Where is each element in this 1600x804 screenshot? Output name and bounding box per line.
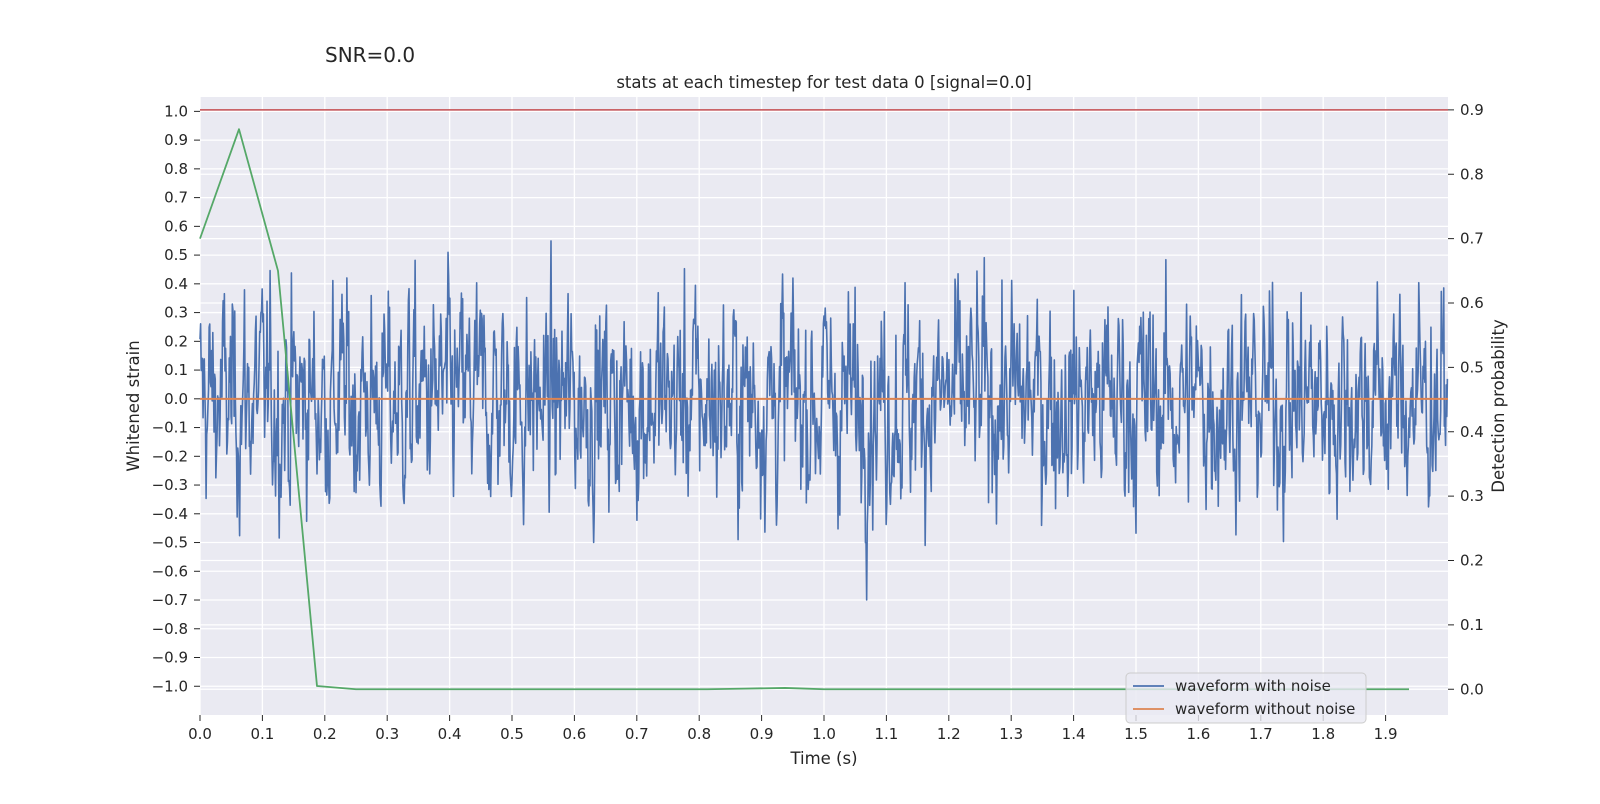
chart-title: stats at each timestep for test data 0 […	[616, 73, 1031, 92]
x-axis-label: Time (s)	[789, 749, 857, 768]
legend-box	[1125, 672, 1367, 724]
suptitle: SNR=0.0	[325, 43, 415, 67]
legend-label-clean: waveform without noise	[1175, 700, 1355, 718]
y-left-tick-label: −0.1	[152, 419, 188, 437]
y-left-tick-label: 0.7	[164, 189, 188, 207]
y-left-tick-label: 0.4	[164, 275, 188, 293]
y-left-tick-label: −0.9	[152, 649, 188, 667]
x-tick-label: 0.4	[438, 725, 462, 743]
x-tick-label: 0.6	[562, 725, 586, 743]
x-tick-label: 0.7	[625, 725, 649, 743]
x-tick-label: 0.0	[188, 725, 212, 743]
x-tick-label: 1.3	[999, 725, 1023, 743]
y-left-tick-label: 0.3	[164, 304, 188, 322]
y-left-tick-label: −0.4	[152, 505, 188, 523]
y-right-tick-label: 0.4	[1460, 423, 1484, 441]
y-left-tick-label: −0.6	[152, 562, 188, 580]
series-waveform-with-noise	[199, 240, 1449, 601]
y-right-tick-label: 0.7	[1460, 230, 1484, 248]
y-left-tick-label: 0.0	[164, 390, 188, 408]
x-tick-label: 1.9	[1374, 725, 1398, 743]
y-left-tick-label: −1.0	[152, 677, 188, 695]
x-tick-label: 0.2	[313, 725, 337, 743]
x-tick-label: 0.1	[250, 725, 274, 743]
y-left-tick-label: 0.1	[164, 361, 188, 379]
y-right-tick-layer: 0.9 0.8 0.7 0.6 0.5 0.4 0.3 0.2 0.1 0.0	[1448, 101, 1484, 698]
legend: waveform with noise waveform without noi…	[1125, 672, 1367, 724]
x-tick-label: 1.4	[1062, 725, 1086, 743]
y-left-tick-label: −0.7	[152, 591, 188, 609]
y-right-tick-label: 0.1	[1460, 616, 1484, 634]
y-left-tick-label: 0.2	[164, 332, 188, 350]
series-layer	[199, 109, 1449, 691]
x-tick-label: 1.8	[1311, 725, 1335, 743]
x-tick-label: 1.0	[812, 725, 836, 743]
x-tick-label: 0.5	[500, 725, 524, 743]
y-right-tick-label: 0.8	[1460, 165, 1484, 183]
y-left-tick-label: −0.2	[152, 447, 188, 465]
x-tick-layer: 0.0 0.1 0.2 0.3 0.4 0.5 0.6 0.7 0.8 0.9 1.0 1.1 1.2 1…	[188, 715, 1398, 743]
y-left-axis-label: Whitened strain	[124, 340, 143, 471]
x-tick-label: 0.8	[687, 725, 711, 743]
y-right-axis-label: Detection probability	[1489, 319, 1508, 493]
y-right-tick-label: 0.2	[1460, 552, 1484, 570]
y-left-tick-label: 0.8	[164, 160, 188, 178]
y-right-tick-label: 0.3	[1460, 487, 1484, 505]
y-right-tick-label: 0.9	[1460, 101, 1484, 119]
y-right-tick-label: 0.5	[1460, 358, 1484, 376]
grid-layer	[199, 97, 1448, 715]
y-left-tick-label: 0.6	[164, 217, 188, 235]
legend-label-noisy: waveform with noise	[1175, 677, 1331, 695]
y-left-tick-label: 0.9	[164, 131, 188, 149]
x-tick-label: 1.1	[874, 725, 898, 743]
x-tick-label: 1.2	[937, 725, 961, 743]
x-tick-label: 1.5	[1124, 725, 1148, 743]
y-left-tick-label: −0.8	[152, 620, 188, 638]
y-left-tick-layer: 1.0 0.9 0.8 0.7 0.6 0.5 0.4 0.3 0.2 0.1 0.0 −0.1 −0.…	[152, 102, 200, 695]
y-left-tick-label: 1.0	[164, 102, 188, 120]
y-left-tick-label: 0.5	[164, 246, 188, 264]
x-tick-label: 1.6	[1186, 725, 1210, 743]
x-tick-label: 0.3	[375, 725, 399, 743]
y-left-tick-label: −0.5	[152, 534, 188, 552]
x-tick-label: 1.7	[1249, 725, 1273, 743]
x-tick-label: 0.9	[750, 725, 774, 743]
y-right-tick-label: 0.6	[1460, 294, 1484, 312]
y-left-tick-label: −0.3	[152, 476, 188, 494]
y-right-tick-label: 0.0	[1460, 680, 1484, 698]
